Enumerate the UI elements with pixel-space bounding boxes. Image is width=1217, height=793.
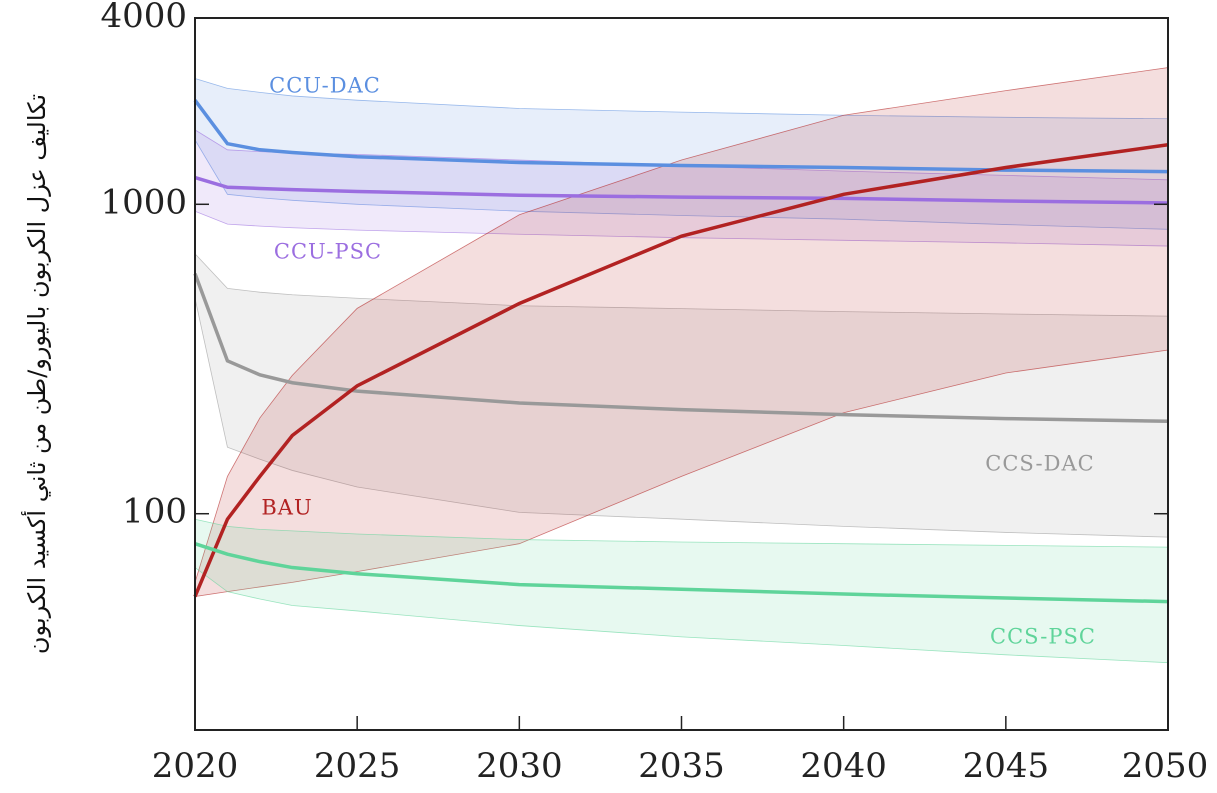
- x-tick-label: 2030: [476, 746, 563, 786]
- line: [193, 143, 1169, 598]
- series-label: CCS-DAC: [985, 452, 1094, 476]
- y-tick-label: 4000: [100, 0, 187, 36]
- y-tick-label: 100: [122, 492, 187, 532]
- y-axis-label: تكاليف عزل الكربون باليورو/طن من ثاني أك…: [21, 94, 51, 654]
- series-label: CCU-PSC: [274, 240, 382, 264]
- line: [193, 99, 1169, 174]
- line: [194, 542, 1169, 604]
- line: [193, 273, 1169, 423]
- series-label: CCU-DAC: [269, 74, 381, 98]
- x-tick-label: 2020: [152, 746, 239, 786]
- x-tick-label: 2035: [638, 746, 725, 786]
- x-tick-label: 2040: [800, 746, 887, 786]
- series-label: CCS-PSC: [990, 625, 1096, 649]
- x-tick-label: 2050: [1122, 746, 1209, 786]
- x-tick-label: 2025: [314, 746, 401, 786]
- line: [194, 175, 1169, 205]
- series-label: BAU: [261, 496, 312, 520]
- x-tick-label: 2045: [963, 746, 1050, 786]
- y-tick-label: 1000: [100, 182, 187, 222]
